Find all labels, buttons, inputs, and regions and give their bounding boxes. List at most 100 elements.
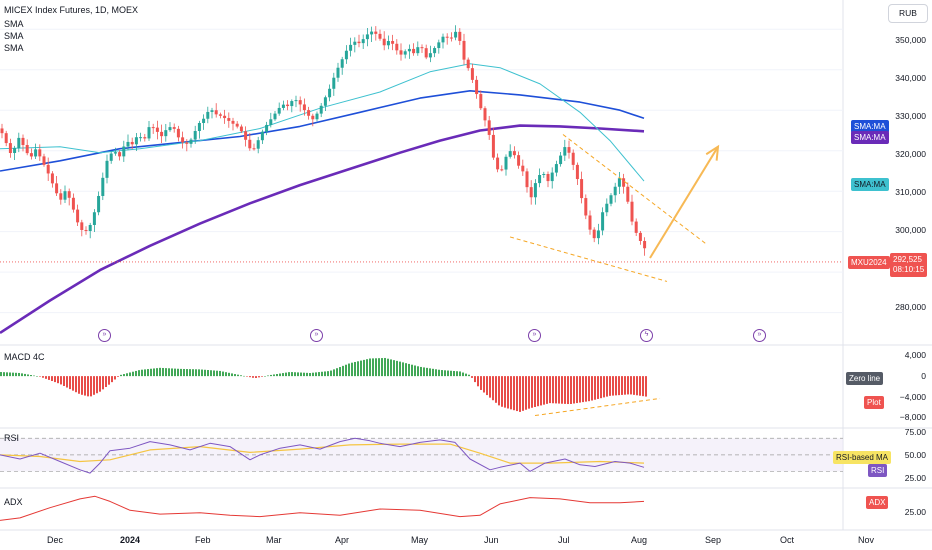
x-axis-label: Jul bbox=[558, 535, 570, 545]
candle-body bbox=[365, 34, 369, 40]
candle-body bbox=[613, 186, 617, 196]
macd-bar bbox=[105, 376, 107, 388]
macd-bar bbox=[615, 376, 617, 396]
symbol-tag: MXU2024 bbox=[848, 256, 890, 269]
candle-body bbox=[470, 68, 474, 80]
macd-bar bbox=[573, 376, 575, 404]
macd-bar bbox=[48, 376, 50, 380]
macd-bar bbox=[183, 368, 185, 377]
candle-body bbox=[155, 127, 159, 132]
event-marker-icon[interactable]: » bbox=[753, 329, 766, 342]
macd-bar bbox=[210, 370, 212, 377]
candle-body bbox=[298, 100, 302, 105]
macd-bar bbox=[417, 366, 419, 377]
rsi-axis-label: 25.00 bbox=[904, 473, 926, 483]
candle-body bbox=[46, 164, 50, 174]
macd-bar bbox=[198, 369, 200, 377]
macd-bar bbox=[102, 376, 104, 390]
x-axis-label: Mar bbox=[266, 535, 282, 545]
macd-bar bbox=[30, 375, 32, 377]
candle-body bbox=[412, 48, 416, 54]
candle-body bbox=[550, 172, 554, 182]
macd-bar bbox=[300, 372, 302, 377]
macd-bar bbox=[189, 369, 191, 377]
candle-body bbox=[538, 175, 542, 184]
candle-body bbox=[101, 177, 105, 196]
macd-bar bbox=[132, 371, 134, 377]
event-marker-icon[interactable]: » bbox=[98, 329, 111, 342]
macd-bar bbox=[558, 376, 560, 404]
candle-body bbox=[311, 115, 315, 120]
macd-bar bbox=[570, 376, 572, 404]
macd-bar bbox=[591, 376, 593, 401]
x-axis-label: May bbox=[411, 535, 429, 545]
macd-bar bbox=[327, 371, 329, 377]
macd-axis-label: 0 bbox=[921, 371, 926, 381]
candle-body bbox=[252, 148, 256, 150]
macd-bar bbox=[3, 372, 5, 377]
candle-body bbox=[601, 212, 605, 231]
candle-body bbox=[29, 153, 33, 157]
candle-body bbox=[231, 120, 235, 124]
candle-body bbox=[491, 134, 495, 158]
rsi-ma-tag: RSI-based MA bbox=[833, 451, 892, 464]
macd-bar bbox=[15, 372, 17, 377]
candle-body bbox=[130, 141, 134, 145]
macd-bar bbox=[9, 372, 11, 377]
macd-bar bbox=[321, 371, 323, 377]
macd-bar bbox=[237, 374, 239, 377]
macd-bar bbox=[402, 362, 404, 377]
candle-body bbox=[391, 41, 395, 44]
candle-body bbox=[13, 148, 17, 154]
macd-bar bbox=[297, 372, 299, 377]
candle-body bbox=[466, 59, 470, 69]
macd-bar bbox=[348, 363, 350, 377]
macd-bar bbox=[294, 372, 296, 377]
candle-body bbox=[160, 131, 164, 137]
macd-bar bbox=[165, 368, 167, 377]
macd-bar bbox=[288, 372, 290, 377]
forecast-arrow-head bbox=[705, 144, 720, 161]
macd-bar bbox=[453, 370, 455, 377]
macd-bar bbox=[429, 368, 431, 377]
macd-bar bbox=[537, 376, 539, 407]
candle-body bbox=[290, 101, 294, 107]
adx-tag: ADX bbox=[866, 496, 889, 509]
candle-body bbox=[147, 127, 151, 139]
macd-bar bbox=[192, 369, 194, 377]
event-marker-icon[interactable]: » bbox=[310, 329, 323, 342]
macd-bar bbox=[447, 370, 449, 377]
macd-bar bbox=[228, 372, 230, 377]
candle-body bbox=[143, 137, 147, 139]
candle-body bbox=[596, 230, 600, 239]
macd-bar bbox=[567, 376, 569, 405]
macd-bar bbox=[606, 376, 608, 397]
price-axis-label: 300,000 bbox=[895, 225, 926, 235]
candle-body bbox=[256, 140, 260, 149]
last-price-value: 292,525 bbox=[893, 255, 922, 264]
macd-bar bbox=[141, 369, 143, 377]
zero-line-tag: Zero line bbox=[846, 372, 884, 385]
plot-tag: Plot bbox=[864, 396, 884, 409]
currency-button[interactable]: RUB bbox=[888, 4, 928, 23]
sma-blue-line bbox=[0, 90, 645, 172]
candle-body bbox=[378, 33, 382, 39]
candle-body bbox=[454, 31, 458, 38]
event-marker-icon[interactable]: » bbox=[528, 329, 541, 342]
macd-bar bbox=[585, 376, 587, 402]
candle-body bbox=[386, 41, 390, 46]
macd-bar bbox=[0, 372, 2, 377]
candle-body bbox=[445, 36, 449, 38]
candle-body bbox=[496, 157, 500, 170]
macd-bar bbox=[489, 376, 491, 398]
macd-bar bbox=[231, 373, 233, 377]
macd-bar bbox=[450, 370, 452, 377]
candle-body bbox=[34, 149, 38, 157]
candle-body bbox=[235, 123, 239, 127]
candle-body bbox=[84, 229, 88, 231]
macd-bar bbox=[444, 370, 446, 377]
candle-body bbox=[315, 113, 319, 120]
macd-bar bbox=[369, 358, 371, 377]
lightning-icon[interactable]: ϟ bbox=[640, 329, 653, 342]
